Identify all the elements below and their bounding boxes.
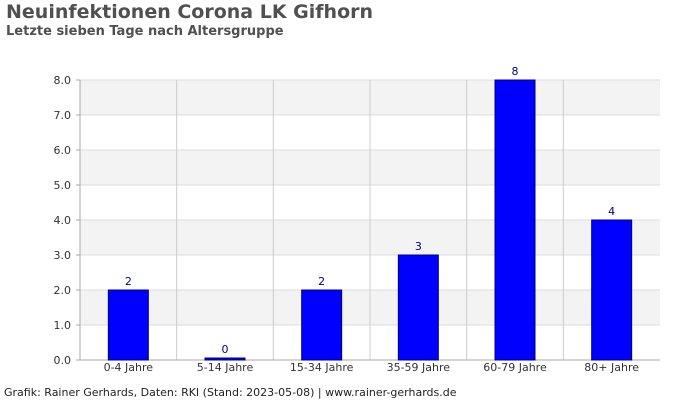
- x-tick-label: 60-79 Jahre: [483, 361, 547, 374]
- y-tick-label: 6.0: [54, 144, 72, 157]
- data-label: 2: [125, 275, 132, 288]
- source-footer: Grafik: Rainer Gerhards, Daten: RKI (Sta…: [4, 386, 457, 399]
- y-tick-label: 2.0: [54, 284, 72, 297]
- bar: [204, 357, 246, 361]
- x-tick-label: 0-4 Jahre: [104, 361, 154, 374]
- bar: [397, 254, 439, 361]
- y-tick-label: 7.0: [54, 109, 72, 122]
- y-tick-label: 3.0: [54, 249, 72, 262]
- x-tick-label: 35-59 Jahre: [387, 361, 451, 374]
- data-label: 4: [608, 205, 615, 218]
- y-tick-label: 8.0: [54, 74, 72, 87]
- y-tick-label: 0.0: [54, 354, 72, 367]
- bar: [494, 79, 536, 361]
- chart-subtitle: Letzte sieben Tage nach Altersgruppe: [6, 24, 284, 39]
- y-tick-label: 4.0: [54, 214, 72, 227]
- x-tick-label: 15-34 Jahre: [290, 361, 354, 374]
- y-tick-label: 1.0: [54, 319, 72, 332]
- data-label: 3: [415, 240, 422, 253]
- data-label: 0: [222, 343, 229, 356]
- bar: [301, 289, 343, 361]
- data-label: 8: [512, 65, 519, 78]
- x-tick-label: 80+ Jahre: [584, 361, 639, 374]
- bar: [591, 219, 633, 361]
- x-tick-label: 5-14 Jahre: [197, 361, 254, 374]
- chart-title: Neuinfektionen Corona LK Gifhorn: [6, 1, 374, 23]
- data-label: 2: [318, 275, 325, 288]
- y-tick-label: 5.0: [54, 179, 72, 192]
- bar: [107, 289, 149, 361]
